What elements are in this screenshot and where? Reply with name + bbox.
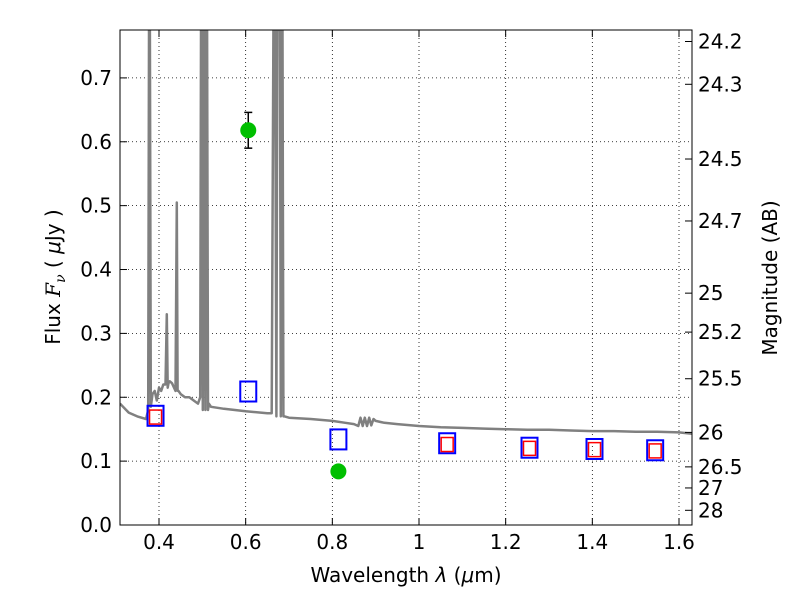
comparison-flux-marker (440, 436, 454, 453)
magnitude-tick-label: 25.2 (698, 320, 743, 344)
model-flux-marker (438, 432, 457, 455)
magnitude-tick-label: 26 (698, 420, 723, 444)
x-tick-label: 1 (413, 530, 426, 554)
magnitude-tick-label: 24.2 (698, 29, 743, 53)
axis-ticks: 0.4 0.6 0.8 1 1.2 1.4 1.6 0.0 0.1 0.2 0.3 0.4 0.5 0.6… (80, 29, 742, 554)
y-tick-label: 0.2 (80, 385, 112, 409)
magnitude-tick-label: 27 (698, 476, 723, 500)
sed-model-line (120, 30, 692, 435)
y-tick-label: 0.1 (80, 449, 112, 473)
model-flux-marker (329, 428, 348, 451)
comparison-flux-marker (648, 443, 662, 459)
magnitude-tick-label: 24.5 (698, 147, 743, 171)
comparison-flux-marker (148, 409, 163, 425)
magnitude-tick-label: 28 (698, 498, 723, 522)
y-tick-label: 0.7 (80, 66, 112, 90)
plot-frame (119, 29, 693, 526)
y-tick-label: 0.5 (80, 194, 112, 218)
observed-flux-point (240, 122, 257, 139)
y-tick-label: 0.3 (80, 321, 112, 345)
magnitude-tick-label: 24.7 (698, 209, 743, 233)
x-tick-label: 0.4 (143, 530, 175, 554)
series-layer (120, 30, 692, 480)
y-tick-label: 0.4 (80, 258, 112, 282)
x-tick-label: 1.2 (490, 530, 522, 554)
model-flux-marker (646, 439, 665, 462)
model-flux-marker (239, 380, 258, 403)
magnitude-tick-label: 24.3 (698, 72, 743, 96)
x-tick-label: 0.8 (316, 530, 348, 554)
magnitude-tick-label: 25 (698, 281, 723, 305)
magnitude-tick-label: 26.5 (698, 455, 743, 479)
x-tick-label: 1.4 (576, 530, 608, 554)
x-tick-label: 1.6 (663, 530, 695, 554)
model-flux-marker (146, 404, 165, 427)
y-axis-right-label: Magnitude (AB) (758, 200, 782, 355)
y-tick-label: 0.0 (80, 513, 112, 537)
model-flux-marker (585, 437, 604, 460)
y-tick-label: 0.6 (80, 130, 112, 154)
magnitude-tick-label: 25.5 (698, 367, 743, 391)
model-flux-marker (520, 436, 539, 459)
x-axis-label: Wavelength λ (μm) (310, 563, 501, 587)
x-tick-label: 0.6 (230, 530, 262, 554)
comparison-flux-marker (522, 440, 537, 457)
observed-flux-point (330, 463, 347, 480)
comparison-flux-marker (587, 441, 602, 458)
